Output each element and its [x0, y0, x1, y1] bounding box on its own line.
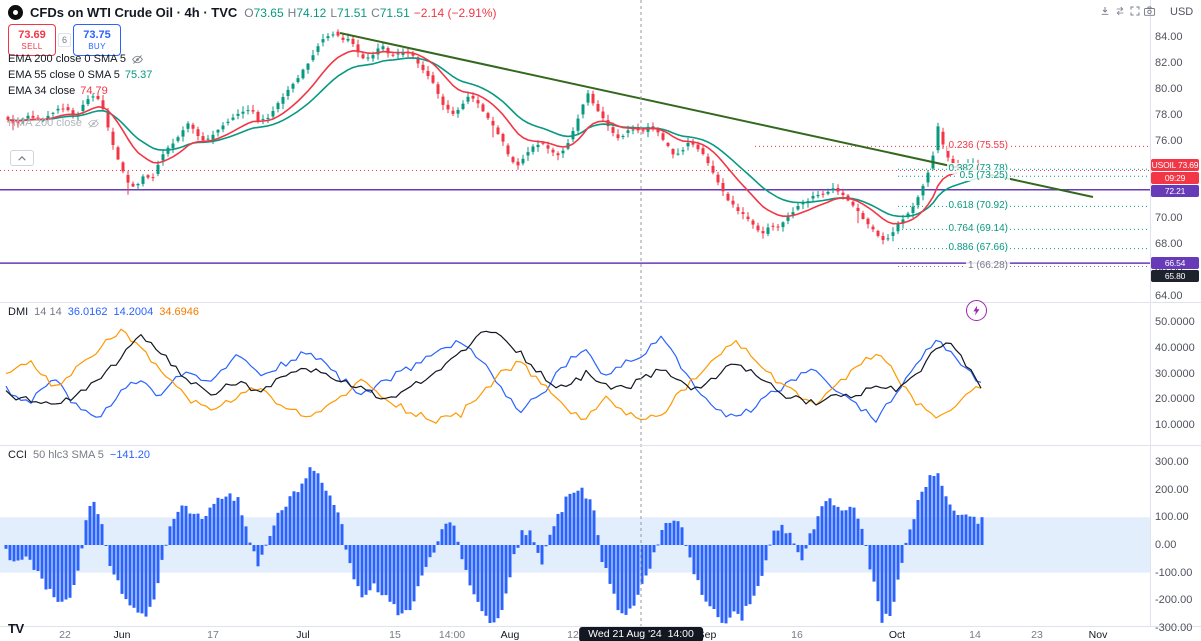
cci-params: 50 hlc3 SMA 5 — [32, 449, 104, 461]
symbol-logo-icon[interactable] — [8, 5, 23, 20]
cci-name: CCI — [8, 449, 27, 461]
buy-button[interactable]: 73.75 BUY — [73, 24, 122, 56]
dmi-value-2: 14.2004 — [113, 306, 154, 318]
crosshair-time-tooltip: Wed 21 Aug '24 14:00 — [579, 627, 703, 641]
dmi-name: DMI — [8, 306, 29, 318]
ohlc-high-label: H — [287, 5, 297, 20]
ohlc-low-value: 71.51 — [337, 5, 368, 20]
sell-price: 73.69 — [18, 29, 46, 42]
eye-off-icon[interactable] — [87, 117, 100, 130]
ohlc-close-label: C — [371, 5, 380, 20]
buy-price: 73.75 — [83, 29, 111, 42]
indicator-value: 75.37 — [124, 69, 153, 81]
price-axis-separator[interactable] — [1150, 0, 1151, 641]
indicator-legend-ema200[interactable]: EMA 200 close 0 SMA 5 — [8, 52, 144, 66]
ohlc-close-value: 71.51 — [379, 5, 410, 20]
indicator-label: EMA 55 close 0 SMA 5 — [8, 69, 120, 81]
sell-button[interactable]: 73.69 SELL — [8, 24, 56, 56]
magic-flash-button[interactable] — [966, 300, 987, 321]
collapse-legend-button[interactable] — [10, 150, 34, 166]
chart-toolbar — [1098, 4, 1156, 17]
indicator-value: 74.79 — [80, 85, 108, 97]
indicator-legend-ema55[interactable]: EMA 55 close 0 SMA 5 75.37 — [8, 68, 152, 82]
ohlc-low-label: L — [330, 5, 338, 20]
trade-panel: 73.69 SELL 6 73.75 BUY — [8, 24, 122, 56]
eye-off-icon[interactable] — [131, 53, 144, 66]
ohlc-open-label: O — [244, 5, 254, 20]
ohlc-open-value: 73.65 — [253, 5, 284, 20]
indicator-legend-hma200[interactable]: HMA 200 close — [8, 116, 100, 130]
chevron-up-icon — [18, 155, 26, 161]
lightning-icon — [973, 305, 980, 316]
spread-value: 6 — [58, 33, 72, 47]
dmi-legend[interactable]: DMI 14 14 36.0162 14.2004 34.6946 — [8, 306, 199, 318]
fullscreen-icon[interactable] — [1128, 4, 1141, 17]
indicator-label: EMA 34 close — [8, 85, 76, 97]
currency-selector[interactable]: USD — [1170, 6, 1194, 18]
indicator-label: HMA 200 close — [8, 117, 82, 129]
cci-legend[interactable]: CCI 50 hlc3 SMA 5 −141.20 — [8, 449, 150, 461]
arrows-swap-icon[interactable] — [1113, 4, 1126, 17]
dmi-params: 14 14 — [34, 306, 62, 318]
ohlc-high-value: 74.12 — [296, 5, 327, 20]
download-icon[interactable] — [1098, 4, 1111, 17]
symbol-title[interactable]: CFDs on WTI Crude Oil · 4h · TVC — [30, 5, 238, 20]
tradingview-logo[interactable]: TV — [8, 621, 24, 636]
sell-label: SELL — [21, 41, 43, 51]
indicator-legend-ema34[interactable]: EMA 34 close 74.79 — [8, 84, 108, 98]
dmi-value-3: 34.6946 — [159, 306, 199, 318]
cci-value: −141.20 — [109, 449, 150, 461]
buy-label: BUY — [88, 41, 106, 51]
change-value: −2.14 (−2.91%) — [413, 5, 497, 20]
symbol-header: CFDs on WTI Crude Oil · 4h · TVC O73.65 … — [8, 5, 497, 20]
dmi-value-1: 36.0162 — [67, 306, 108, 318]
indicator-label: EMA 200 close 0 SMA 5 — [8, 53, 127, 65]
camera-icon[interactable] — [1143, 4, 1156, 17]
ohlc-values: O73.65 H74.12 L71.51 C71.51 −2.14 (−2.91… — [244, 6, 496, 20]
